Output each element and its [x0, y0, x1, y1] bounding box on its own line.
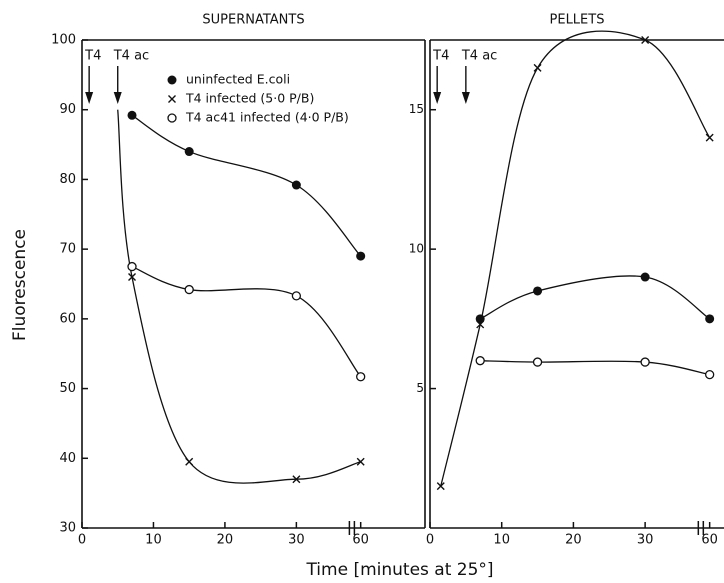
y-tick-label: 40 — [59, 451, 76, 466]
series-line — [117, 109, 361, 484]
marker — [533, 286, 543, 296]
series-line — [131, 265, 362, 378]
marker — [475, 356, 485, 366]
series-line — [480, 360, 710, 376]
annotation: T4 — [432, 49, 449, 64]
x-tick-label: 10 — [493, 533, 510, 548]
y-axis-label: Fluorescence — [10, 229, 30, 341]
x-tick-label: 30 — [637, 533, 654, 548]
marker — [127, 110, 137, 120]
marker — [291, 180, 301, 190]
marker — [184, 284, 194, 295]
x-tick-label: 20 — [217, 533, 234, 548]
y-tick-label: 15 — [409, 102, 424, 116]
marker — [184, 147, 194, 157]
annotation: T4 ac — [461, 49, 497, 64]
panel-title: PELLETS — [550, 13, 605, 28]
series-line — [131, 114, 362, 257]
legend-label: T4 infected (5·0 P/B) — [185, 91, 314, 106]
marker — [705, 369, 715, 380]
marker — [167, 75, 177, 85]
series-line — [479, 275, 711, 320]
annotation-arrowhead — [113, 92, 122, 104]
y-tick-label: 60 — [59, 311, 76, 326]
annotation: T4 — [84, 49, 101, 64]
marker — [436, 482, 445, 491]
marker — [705, 133, 714, 142]
x-tick-label: 0 — [426, 533, 434, 548]
marker — [128, 273, 137, 282]
marker — [127, 261, 137, 272]
x-tick-label: 30 — [288, 533, 305, 548]
marker — [185, 457, 194, 466]
marker — [168, 95, 176, 103]
y-tick-label: 5 — [416, 381, 424, 395]
marker — [476, 320, 485, 329]
x-tick-label: 0 — [78, 533, 86, 548]
marker — [705, 314, 715, 324]
marker — [640, 272, 650, 282]
marker — [167, 113, 177, 123]
y-tick-label: 50 — [59, 381, 76, 396]
x-axis-label: Time [minutes at 25°] — [305, 560, 493, 580]
marker — [356, 457, 365, 466]
y-tick-label: 100 — [51, 33, 76, 48]
annotation: T4 ac — [113, 49, 149, 64]
legend-label: uninfected E.coli — [186, 72, 290, 87]
marker — [291, 291, 302, 301]
annotation-arrowhead — [85, 92, 94, 104]
x-tick-label: 60 — [701, 533, 718, 548]
annotation-arrowhead — [433, 92, 442, 104]
y-tick-label: 70 — [59, 242, 76, 257]
marker — [532, 357, 543, 367]
marker — [356, 372, 366, 382]
marker — [292, 475, 301, 484]
y-tick-label: 30 — [59, 521, 76, 536]
panel-title: SUPERNATANTS — [202, 13, 304, 28]
y-tick-label: 90 — [59, 102, 76, 117]
x-tick-label: 60 — [352, 533, 369, 548]
y-tick-label: 80 — [59, 172, 76, 187]
marker — [356, 251, 366, 261]
marker — [533, 63, 542, 72]
legend-label: T4 ac41 infected (4·0 P/B) — [185, 110, 349, 125]
series-line — [440, 30, 711, 487]
marker — [640, 357, 650, 367]
x-tick-label: 20 — [565, 533, 582, 548]
annotation-arrowhead — [461, 92, 470, 104]
marker — [641, 36, 650, 44]
y-tick-label: 10 — [409, 242, 424, 256]
x-tick-label: 10 — [145, 533, 162, 548]
